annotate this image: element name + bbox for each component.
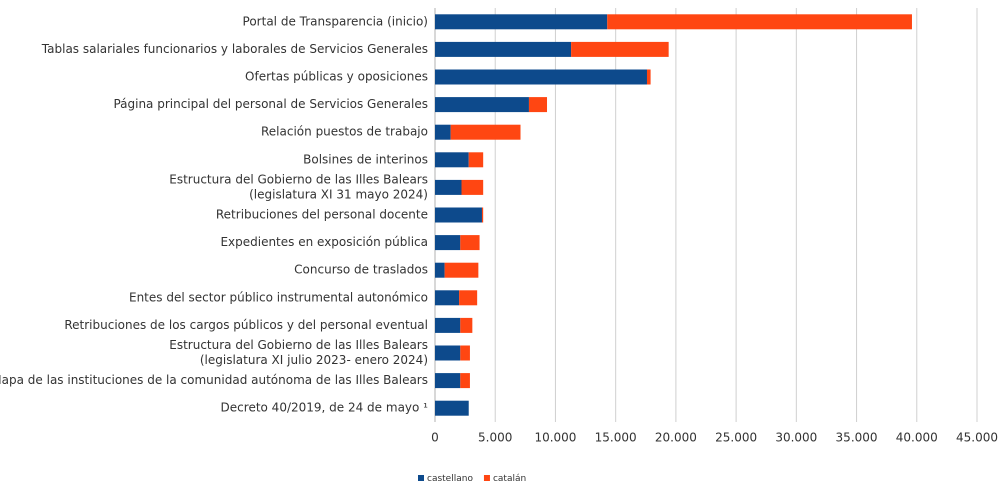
bar-segment — [435, 400, 469, 416]
x-tick-label: 40.000 — [896, 431, 938, 445]
x-tick-label: 5.000 — [478, 431, 512, 445]
x-tick-label: 15.000 — [595, 431, 637, 445]
y-tick-label: Ofertas públicas y oposiciones — [245, 70, 428, 84]
bar-segment — [607, 14, 912, 30]
bar-segment — [646, 69, 651, 85]
y-tick-label: Entes del sector público instrumental au… — [129, 290, 428, 304]
bar-segment — [435, 317, 461, 333]
legend-swatch — [418, 475, 424, 481]
bar-segment — [435, 207, 482, 223]
x-tick-label: 25.000 — [715, 431, 757, 445]
bar-segment — [461, 179, 484, 195]
y-tick-label: Retribuciones del personal docente — [216, 208, 428, 222]
y-tick-label: Expedientes en exposición pública — [220, 235, 428, 249]
bar-segment — [435, 235, 461, 251]
bar-segment — [435, 97, 529, 113]
bar-segment — [571, 41, 669, 57]
legend-swatch — [483, 475, 490, 481]
bar-segment — [435, 41, 572, 57]
bar-segment — [435, 345, 461, 361]
bar-segment — [460, 345, 470, 361]
bar-segment — [435, 69, 647, 85]
bar-segment — [528, 97, 548, 113]
x-tick-label: 30.000 — [775, 431, 817, 445]
bar-segment — [435, 179, 462, 195]
bar-segment — [435, 124, 451, 140]
y-tick-label: Concurso de traslados — [294, 263, 428, 277]
bar-segment — [468, 152, 484, 168]
legend-label: castellano — [427, 474, 473, 484]
y-tick-label: Bolsines de interinos — [303, 152, 428, 166]
y-tick-label: Relación puestos de trabajo — [261, 125, 428, 139]
bar-segment — [460, 317, 473, 333]
bar-segment — [444, 262, 479, 278]
y-tick-label: Mapa de las instituciones de la comunida… — [0, 373, 428, 387]
bar-segment — [460, 235, 480, 251]
y-tick-label: Decreto 40/2019, de 24 de mayo ¹ — [221, 401, 429, 415]
bar-segment — [435, 290, 460, 306]
y-tick-label: (legislatura XI 31 mayo 2024) — [249, 187, 428, 201]
y-tick-label: Estructura del Gobierno de las Illes Bal… — [169, 172, 428, 186]
bar-segment — [481, 207, 484, 223]
x-tick-label: 35.000 — [836, 431, 878, 445]
bar-segment — [460, 373, 470, 389]
bar-segment — [450, 124, 521, 140]
x-tick-label: 10.000 — [534, 431, 576, 445]
y-tick-label: Tablas salariales funcionarios y laboral… — [41, 42, 428, 56]
y-tick-label: Retribuciones de los cargos públicos y d… — [64, 318, 428, 332]
y-tick-label: Página principal del personal de Servici… — [113, 97, 428, 111]
bar-segment — [435, 14, 608, 30]
bar-segment — [459, 290, 478, 306]
y-tick-label: Portal de Transparencia (inicio) — [243, 14, 428, 28]
bar-segment — [435, 373, 461, 389]
legend-label: catalán — [493, 474, 526, 484]
x-tick-label: 0 — [431, 431, 439, 445]
x-tick-label: 20.000 — [655, 431, 697, 445]
y-tick-label: Estructura del Gobierno de las Illes Bal… — [169, 338, 428, 352]
bar-segment — [435, 262, 445, 278]
bar-segment — [435, 152, 469, 168]
y-tick-label: (legislatura XI julio 2023- enero 2024) — [200, 353, 428, 367]
x-tick-label: 45.000 — [956, 431, 998, 445]
